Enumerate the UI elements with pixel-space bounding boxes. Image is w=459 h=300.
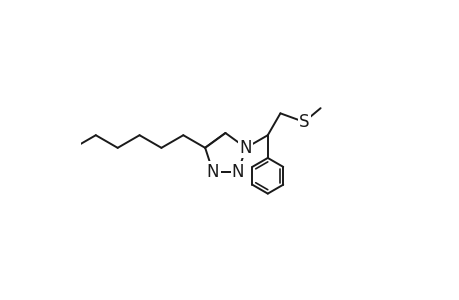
Text: N: N bbox=[206, 163, 219, 181]
Text: S: S bbox=[298, 113, 309, 131]
Text: N: N bbox=[231, 163, 244, 181]
Text: N: N bbox=[239, 139, 252, 157]
